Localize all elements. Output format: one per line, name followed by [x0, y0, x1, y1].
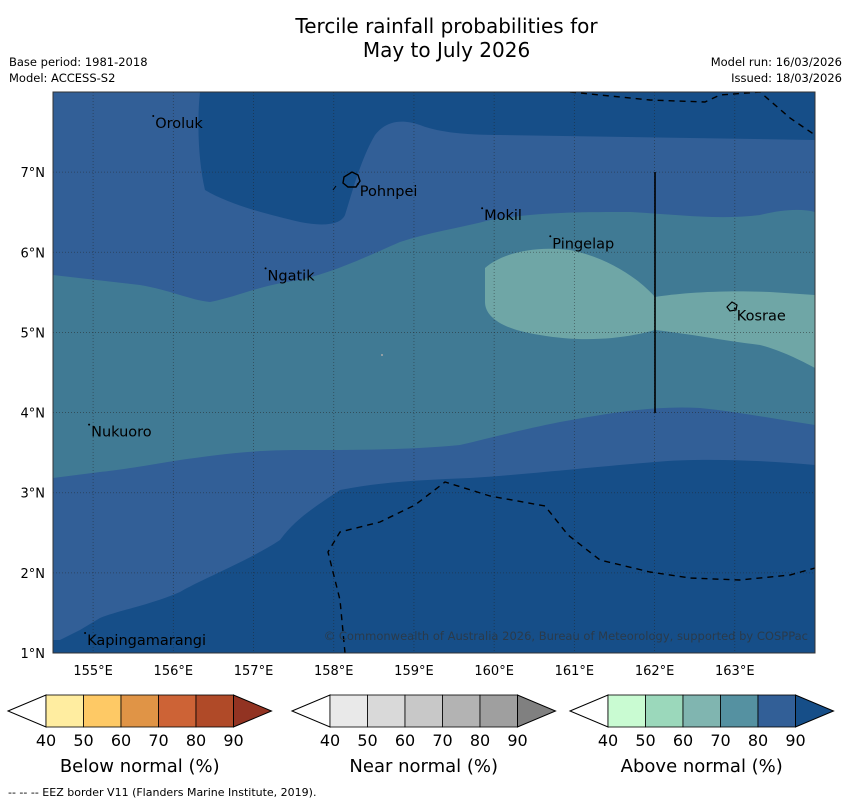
place-label-nukuoro: Nukuoro [91, 425, 152, 441]
copyright-notice: © Commonwealth of Australia 2026, Bureau… [324, 629, 808, 643]
islet-marker [381, 354, 383, 356]
lon-tick-label: 158°E [314, 664, 354, 679]
colorbar-swatch [158, 694, 197, 728]
colorbar-tick-label: 50 [357, 731, 377, 750]
lat-tick-label: 1°N [21, 647, 46, 662]
colorbar-tick-label: 50 [635, 731, 655, 750]
lon-tick-label: 155°E [73, 664, 113, 679]
colorbar-swatch [479, 694, 518, 728]
lon-tick-label: 163°E [715, 664, 755, 679]
colorbar-low-extension [568, 694, 609, 728]
colorbar-swatch [329, 694, 368, 728]
lat-tick-label: 7°N [21, 166, 46, 181]
model-name: Model: ACCESS-S2 [9, 71, 116, 85]
place-label-pohnpei: Pohnpei [360, 184, 418, 200]
map-frame [52, 91, 816, 654]
lon-tick-label: 156°E [154, 664, 194, 679]
colorbar-tick-label: 90 [223, 731, 243, 750]
place-label-pingelap: Pingelap [552, 236, 614, 252]
zone-above-50-60 [485, 248, 815, 368]
place-marker [481, 207, 484, 210]
place-label-mokil: Mokil [484, 208, 522, 224]
base-period: Base period: 1981-2018 [9, 55, 148, 69]
place-label-oroluk: Oroluk [155, 116, 203, 132]
colorbar-high-extension [795, 694, 835, 728]
place-marker [549, 235, 552, 238]
kosrae-island-outline [726, 301, 738, 312]
colorbar-high-extension [233, 694, 273, 728]
colorbar-swatch [757, 694, 796, 728]
colorbar-tick-label: 40 [320, 731, 340, 750]
colorbar-swatch [195, 694, 234, 728]
place-label-kosrae: Kosrae [737, 308, 786, 324]
title-line-2: May to July 2026 [362, 38, 531, 62]
colorbar-tick-label: 90 [507, 731, 527, 750]
colorbar-tick-label: 60 [395, 731, 415, 750]
colorbar-tick-label: 80 [186, 731, 206, 750]
lon-tick-label: 161°E [555, 664, 595, 679]
eez-borders [327, 92, 815, 653]
colorbar-swatch [720, 694, 759, 728]
colorbar-tick-label: 80 [748, 731, 768, 750]
colorbar-swatch [83, 694, 122, 728]
colorbar-2: 40 50 60 70 80 90 Near normal (%) [290, 694, 557, 777]
lat-tick-label: 4°N [21, 407, 46, 422]
colorbar-swatch [45, 694, 84, 728]
lat-tick-label: 6°N [21, 246, 46, 261]
colorbar-tick-label: 70 [710, 731, 730, 750]
colorbar-swatch [367, 694, 406, 728]
colorbar-swatch [442, 694, 481, 728]
lat-tick-label: 5°N [21, 326, 46, 341]
colorbar-tick-label: 70 [432, 731, 452, 750]
pohnpei-reef [332, 185, 337, 191]
colorbar-tick-label: 90 [785, 731, 805, 750]
eez-border-south [327, 481, 815, 653]
colorbar-swatch [682, 694, 721, 728]
colorbar-tick-label: 60 [111, 731, 131, 750]
colorbar-label: Above normal (%) [621, 756, 783, 777]
eez-footnote: -- -- -- EEZ border V11 (Flanders Marine… [8, 786, 317, 799]
title-line-1: Tercile rainfall probabilities for [295, 14, 598, 38]
colorbar-swatch [607, 694, 646, 728]
lon-tick-label: 157°E [234, 664, 274, 679]
colorbar-label: Near normal (%) [349, 756, 498, 777]
colorbar-swatch [645, 694, 684, 728]
colorbar-swatch [404, 694, 443, 728]
eez-border-north [569, 92, 815, 136]
colorbar-low-extension [6, 694, 47, 728]
place-marker [356, 183, 359, 186]
lon-tick-label: 160°E [474, 664, 514, 679]
colorbar-low-extension [290, 694, 331, 728]
place-label-ngatik: Ngatik [268, 268, 316, 284]
model-run: Model run: 16/03/2026 [710, 55, 842, 69]
colorbar-high-extension [517, 694, 557, 728]
colorbar-swatch [120, 694, 159, 728]
colorbar-tick-label: 50 [73, 731, 93, 750]
lon-tick-label: 159°E [394, 664, 434, 679]
colorbar-tick-label: 80 [470, 731, 490, 750]
lon-tick-label: 162°E [635, 664, 675, 679]
axis-ticks: 155°E 156°E 157°E 158°E 159°E 160°E 161°E 162°E… [21, 166, 755, 679]
place-marker [84, 631, 87, 634]
colorbar-label: Below normal (%) [60, 756, 220, 777]
place-labels: Oroluk Pohnpei Mokil Pingelap Ngatik Kosrae Nu… [84, 115, 786, 649]
place-marker [733, 307, 736, 310]
place-marker [88, 423, 91, 426]
colorbar-tick-label: 70 [148, 731, 168, 750]
lat-tick-label: 2°N [21, 567, 46, 582]
colorbar-tick-label: 60 [673, 731, 693, 750]
colorbar-tick-label: 40 [598, 731, 618, 750]
place-label-kapingamarangi: Kapingamarangi [87, 633, 206, 649]
place-marker [264, 267, 267, 270]
issued-date: Issued: 18/03/2026 [731, 71, 842, 85]
probability-zones [53, 92, 815, 653]
place-marker [152, 115, 155, 118]
lat-tick-label: 3°N [21, 487, 46, 502]
colorbar-tick-label: 40 [36, 731, 56, 750]
